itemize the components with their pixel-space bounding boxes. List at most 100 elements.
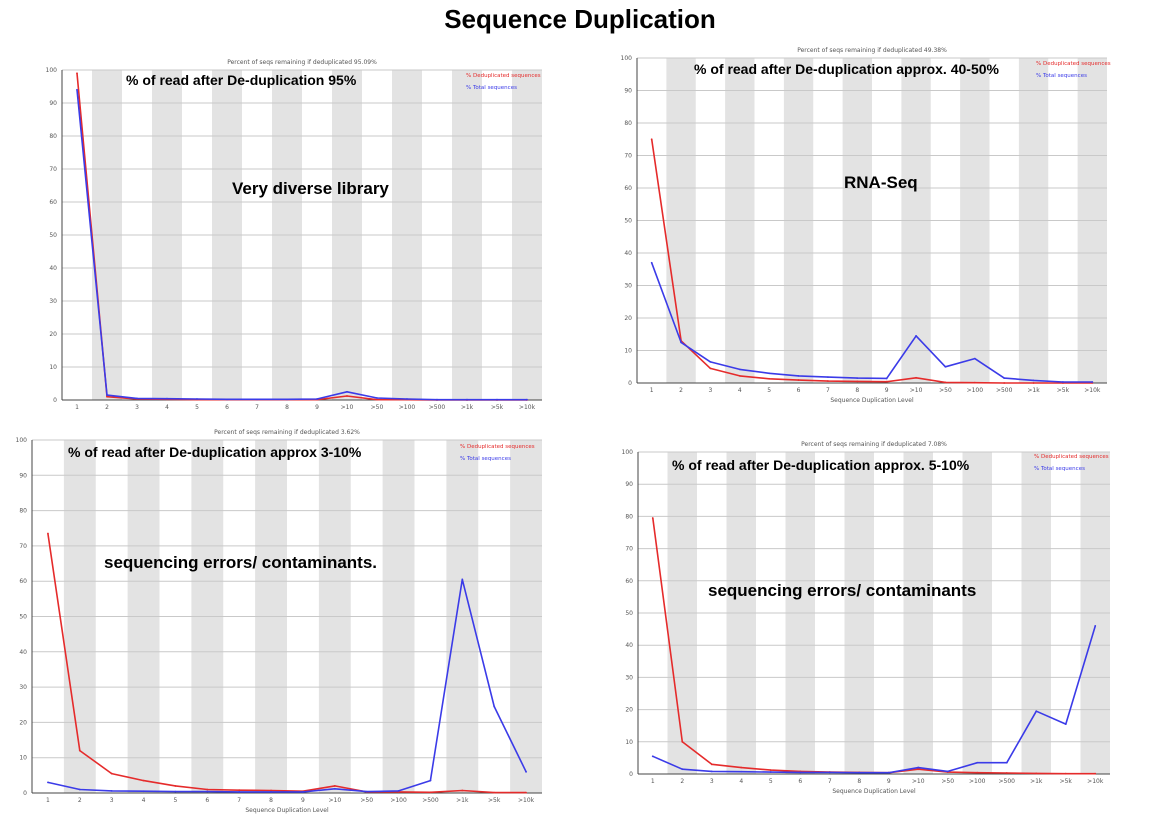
page-title: Sequence Duplication <box>444 4 716 34</box>
data-point <box>78 788 81 791</box>
data-point <box>238 789 241 792</box>
y-tick-label: 20 <box>19 719 27 726</box>
x-axis-label: Sequence Duplication Level <box>830 397 914 404</box>
data-point <box>887 771 890 774</box>
y-tick-label: 0 <box>23 790 27 797</box>
data-point <box>302 791 304 793</box>
data-point <box>915 376 917 379</box>
x-tick-label: >5k <box>1060 778 1073 785</box>
x-tick-label: 4 <box>165 404 169 411</box>
x-tick-label: >1k <box>1030 778 1043 785</box>
x-tick-label: >100 <box>969 778 986 785</box>
y-tick-label: 30 <box>624 283 632 290</box>
data-point <box>973 381 976 384</box>
y-tick-label: 100 <box>622 449 634 456</box>
x-tick-label: 7 <box>237 797 241 804</box>
x-tick-label: >10 <box>910 387 923 394</box>
legend-entry: % Total sequences <box>1034 466 1085 472</box>
data-point <box>493 791 496 794</box>
y-tick-label: 70 <box>19 543 27 550</box>
data-point <box>206 790 209 793</box>
y-tick-label: 10 <box>49 364 57 371</box>
annotation-library-type: Very diverse library <box>232 179 389 198</box>
data-point <box>651 755 654 758</box>
data-point <box>436 398 438 401</box>
x-tick-label: >10 <box>912 778 925 785</box>
data-point <box>466 398 468 401</box>
data-point <box>429 791 432 794</box>
x-tick-label: 1 <box>651 778 655 785</box>
data-point <box>196 398 198 400</box>
chart-svg: 0 10 20 30 40 50 60 70 80 90 100 1 2 3 4 5 6 7 8 9 >10 >50 >10… <box>46 59 542 411</box>
series-line-total <box>650 262 1093 383</box>
data-point <box>915 334 917 337</box>
data-point <box>333 787 336 790</box>
x-tick-label: 8 <box>857 778 861 785</box>
data-point <box>650 261 653 264</box>
data-point <box>738 368 741 371</box>
x-tick-label: 7 <box>826 387 830 394</box>
data-point <box>858 771 861 774</box>
data-point <box>406 398 408 400</box>
x-tick-label: 7 <box>255 404 259 411</box>
data-point <box>1094 624 1097 627</box>
data-point <box>106 395 108 398</box>
x-tick-label: >10k <box>519 404 536 411</box>
data-point <box>376 397 378 399</box>
y-tick-label: 20 <box>625 707 633 714</box>
data-point <box>710 770 713 773</box>
data-point <box>768 377 771 380</box>
chart-svg: 0 10 20 30 40 50 60 70 80 90 100 1 2 3 4 5 6 7 8 9 >10 >50 >10… <box>16 429 542 814</box>
y-tick-label: 80 <box>19 508 27 515</box>
data-point <box>944 365 947 368</box>
data-point <box>1091 381 1094 383</box>
x-tick-label: >1k <box>461 404 474 411</box>
y-tick-label: 60 <box>625 578 633 585</box>
annotation-library-type: sequencing errors/ contaminants <box>708 581 977 600</box>
chart-panel-diverse-library: 0 10 20 30 40 50 60 70 80 90 100 1 2 3 4 5 6 7 8 9 >10 >50 >10… <box>18 40 574 420</box>
series-line-total <box>652 625 1097 774</box>
data-point <box>365 790 368 793</box>
y-tick-label: 100 <box>46 67 58 74</box>
data-point <box>681 768 684 771</box>
data-point <box>1003 382 1006 384</box>
y-tick-label: 70 <box>625 546 633 553</box>
y-tick-label: 70 <box>49 166 57 173</box>
x-tick-label: 9 <box>887 778 891 785</box>
x-tick-label: 1 <box>650 387 654 394</box>
y-tick-label: 40 <box>49 265 57 272</box>
x-tick-label: 5 <box>174 797 178 804</box>
x-tick-label: >100 <box>967 387 984 394</box>
y-tick-label: 80 <box>49 133 57 140</box>
y-tick-label: 50 <box>19 614 27 621</box>
data-point <box>47 781 49 784</box>
data-point <box>740 770 743 773</box>
data-point <box>1003 377 1006 380</box>
y-tick-label: 0 <box>628 380 632 387</box>
y-tick-label: 0 <box>629 771 633 778</box>
y-tick-label: 40 <box>625 642 633 649</box>
data-point <box>1035 772 1038 775</box>
x-tick-label: >500 <box>422 797 439 804</box>
series-line-deduplicated <box>650 139 1093 384</box>
x-tick-label: >50 <box>941 778 954 785</box>
data-point <box>526 398 528 401</box>
y-tick-label: 80 <box>624 120 632 127</box>
x-tick-label: >50 <box>939 387 952 394</box>
x-tick-label: 2 <box>679 387 683 394</box>
data-point <box>142 790 145 793</box>
data-point <box>709 360 712 363</box>
data-point <box>680 341 682 344</box>
x-tick-label: 8 <box>855 387 859 394</box>
x-tick-label: >5k <box>488 797 501 804</box>
data-point <box>78 749 81 752</box>
data-point <box>1032 379 1035 382</box>
data-point <box>856 380 859 383</box>
x-tick-label: 6 <box>797 387 801 394</box>
y-tick-label: 10 <box>19 755 27 762</box>
x-tick-label: 3 <box>710 778 714 785</box>
data-point <box>1032 382 1035 384</box>
x-tick-label: 1 <box>46 797 50 804</box>
data-point <box>429 779 432 782</box>
x-tick-label: >100 <box>390 797 407 804</box>
